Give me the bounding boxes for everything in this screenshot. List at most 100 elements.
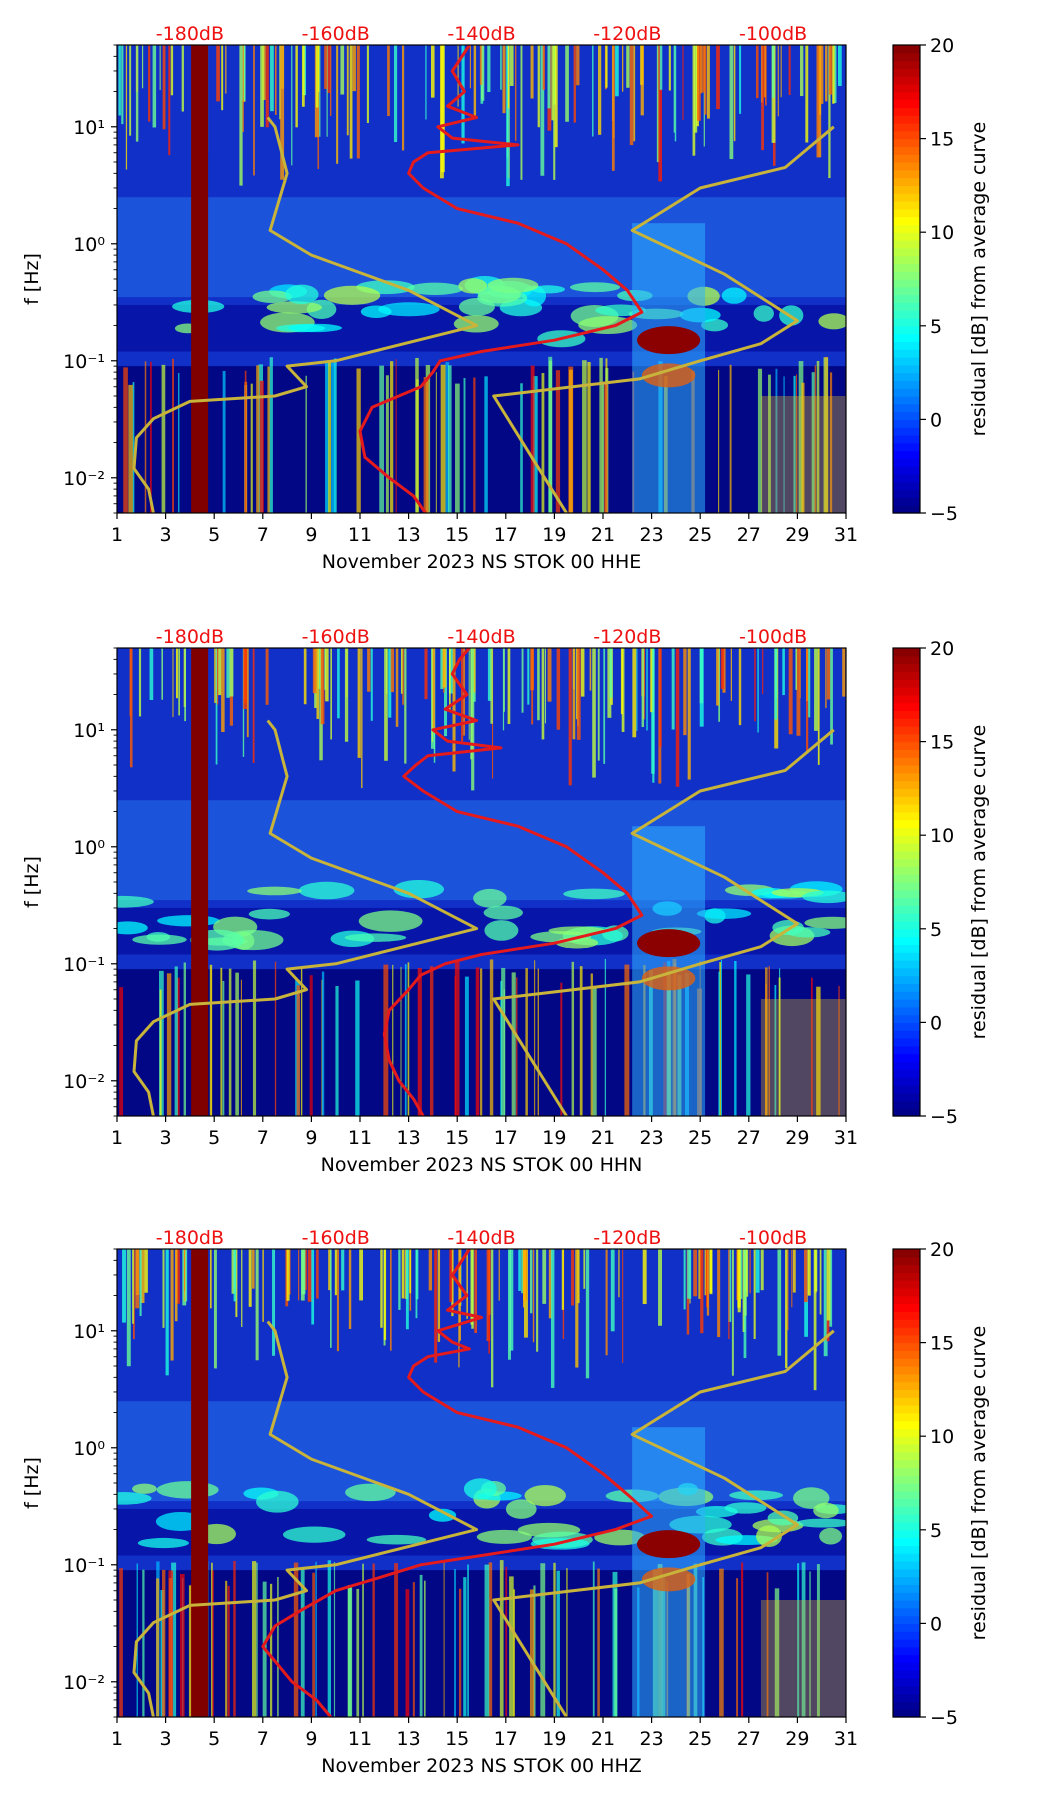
hf-streak — [393, 45, 398, 143]
hf-streak — [317, 648, 321, 689]
hf-streak — [216, 648, 219, 705]
lf-streak — [404, 964, 407, 1116]
microseism-blob — [819, 1527, 843, 1545]
colorbar-segment — [893, 1592, 920, 1601]
hf-streak — [300, 1249, 305, 1301]
hf-streak — [806, 648, 809, 702]
hf-streak — [490, 648, 493, 724]
hf-streak — [488, 1249, 491, 1315]
lf-streak — [719, 962, 722, 1116]
lf-streak — [166, 973, 172, 1116]
hf-streak — [221, 45, 224, 111]
lf-streak — [161, 364, 166, 513]
lf-streak — [811, 372, 815, 513]
x-tick-label: 31 — [834, 1728, 858, 1750]
hf-streak — [761, 45, 764, 151]
hf-streak — [507, 648, 511, 724]
lf-streak — [463, 378, 466, 513]
lf-streak — [829, 372, 833, 513]
colorbar-segment — [893, 1506, 920, 1515]
colorbar-segment — [893, 458, 920, 467]
hf-streak — [301, 45, 305, 107]
hf-streak — [431, 648, 434, 743]
lf-streak — [385, 375, 389, 513]
microseism-blob — [252, 290, 293, 303]
colorbar: −5 0 5 10 15 20 residual [dB] from average cur… — [892, 1239, 990, 1729]
hf-streak — [129, 648, 132, 717]
lf-streak — [624, 964, 630, 1116]
microseism-blob — [323, 285, 381, 305]
y-tick-label: 10⁰ — [73, 837, 105, 859]
lf-streak — [797, 1563, 800, 1717]
colorbar-segment — [893, 960, 920, 969]
lf-streak — [423, 1580, 426, 1717]
hf-streak — [241, 1249, 243, 1327]
hf-streak — [229, 648, 234, 697]
db-scale-label: -140dB — [447, 23, 515, 45]
colorbar-segment — [893, 1038, 920, 1047]
colorbar-segment — [893, 1358, 920, 1367]
colorbar-segment — [893, 1561, 920, 1570]
colorbar-segment — [893, 1514, 920, 1523]
hf-streak — [348, 1249, 352, 1329]
hf-streak — [288, 1249, 291, 1295]
colorbar-segment — [893, 1568, 920, 1578]
colorbar-segment — [893, 1600, 920, 1609]
storm-lower — [641, 966, 696, 991]
hf-streak — [298, 1249, 300, 1301]
colorbar-segment — [893, 663, 920, 672]
colorbar-segment — [893, 999, 920, 1008]
hf-streak — [481, 45, 485, 101]
hf-streak — [152, 45, 157, 128]
hf-streak — [592, 648, 596, 778]
x-tick-label: 1 — [111, 1127, 123, 1149]
hf-streak — [168, 45, 171, 156]
hf-streak — [777, 1249, 782, 1356]
lf-streak — [212, 1570, 214, 1717]
colorbar-segment — [893, 419, 920, 428]
hf-streak — [448, 648, 453, 694]
colorbar-segment — [893, 185, 920, 194]
hf-streak — [728, 1249, 732, 1322]
hf-streak — [632, 648, 637, 738]
colorbar-segment — [893, 138, 920, 147]
lf-streak — [211, 1562, 213, 1717]
colorbar-segment — [893, 1108, 920, 1117]
hf-streak — [352, 45, 356, 92]
microseism-blob — [298, 881, 355, 900]
colorbar-segment — [893, 60, 920, 69]
colorbar-tick-label: 5 — [930, 919, 942, 941]
lf-streak — [394, 1563, 399, 1717]
hf-streak — [316, 648, 320, 719]
hf-streak — [503, 648, 505, 712]
lf-streak — [793, 375, 796, 513]
hf-streak — [842, 648, 846, 697]
colorbar-segment — [893, 216, 920, 225]
colorbar-segment — [893, 505, 920, 514]
colorbar-segment — [893, 889, 920, 899]
colorbar-segment — [893, 921, 920, 930]
hf-streak — [286, 1249, 290, 1301]
hf-streak — [633, 45, 636, 142]
microseism-blob — [247, 886, 302, 896]
hf-streak — [304, 1249, 307, 1290]
lf-streak — [244, 370, 247, 513]
lf-streak — [592, 1561, 595, 1717]
hf-streak — [433, 648, 435, 728]
x-tick-label: 3 — [160, 1127, 172, 1149]
colorbar-segment — [893, 1646, 920, 1656]
microseism-blob — [813, 1502, 839, 1519]
hf-streak — [791, 1249, 793, 1308]
hf-streak — [337, 648, 340, 719]
lf-streak — [566, 1568, 568, 1717]
x-tick-label: 9 — [305, 1728, 317, 1750]
lf-streak — [509, 1576, 514, 1717]
lf-streak — [296, 985, 300, 1116]
lf-streak — [176, 977, 180, 1116]
lf-streak — [798, 361, 804, 513]
hf-streak — [129, 45, 132, 136]
hf-streak — [246, 648, 249, 738]
x-tick-label: 17 — [494, 1728, 518, 1750]
colorbar-segment — [893, 84, 920, 93]
